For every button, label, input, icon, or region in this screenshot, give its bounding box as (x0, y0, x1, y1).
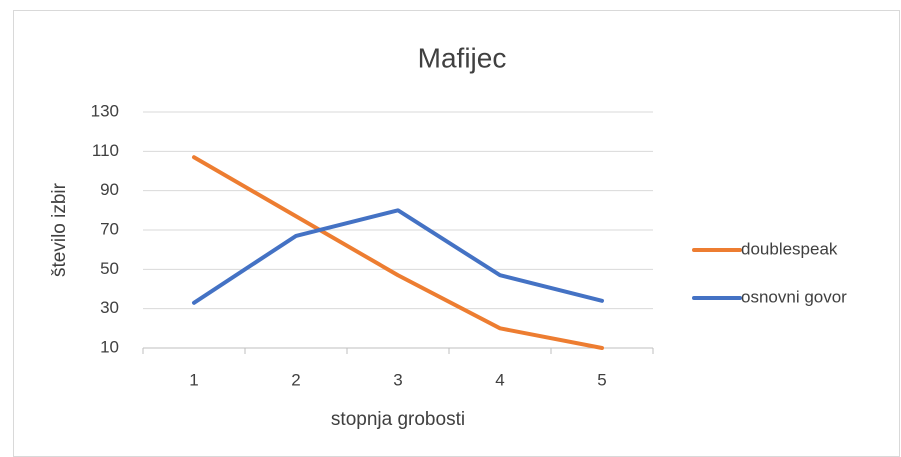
y-tick-label: 10 (100, 337, 119, 356)
x-tick-label: 5 (597, 370, 606, 389)
legend-label: doublespeak (741, 239, 838, 258)
y-axis-label: število izbir (49, 182, 70, 277)
y-tick-label: 50 (100, 259, 119, 278)
y-tick-label: 90 (100, 180, 119, 199)
x-axis-label: stopnja grobosti (331, 409, 465, 430)
y-tick-label: 70 (100, 219, 119, 238)
x-tick-label: 1 (189, 370, 198, 389)
series-line (192, 208, 604, 305)
y-tick-label: 130 (91, 101, 119, 120)
x-tick-label: 3 (393, 370, 402, 389)
y-tick-label: 110 (92, 141, 119, 160)
series-line (192, 155, 604, 350)
x-tick-label: 4 (495, 370, 504, 389)
chart-border (13, 10, 900, 457)
y-tick-label: 30 (100, 298, 119, 317)
x-tick-label: 2 (291, 370, 300, 389)
legend-label: osnovni govor (741, 287, 847, 306)
chart-title: Mafijec (418, 42, 507, 73)
